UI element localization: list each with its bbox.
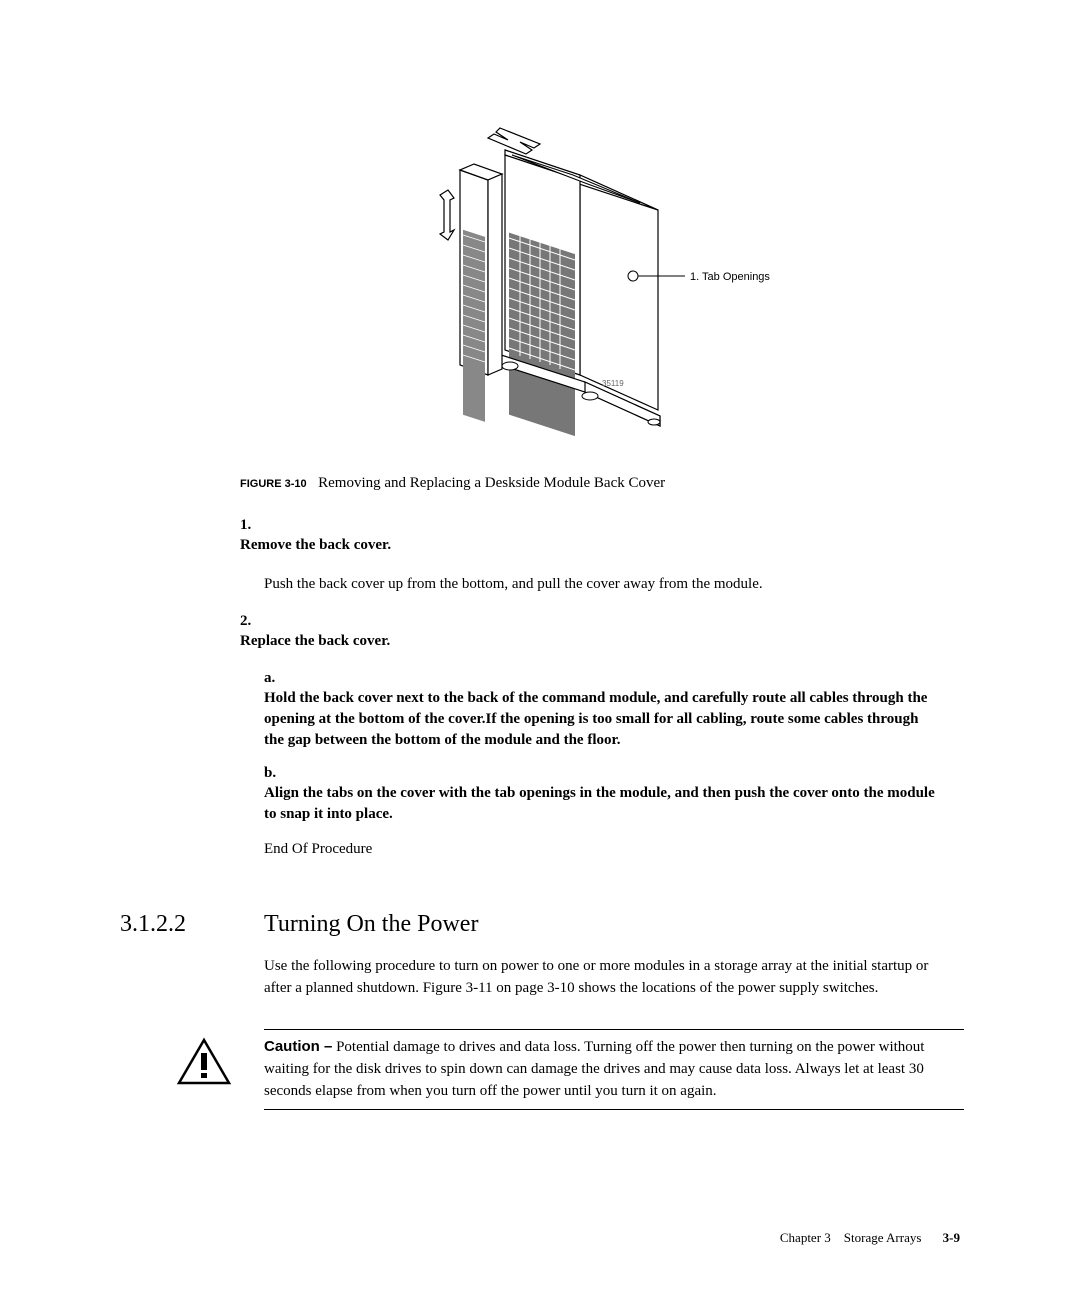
caution-bottom-rule	[264, 1109, 964, 1110]
step-2: 2. Replace the back cover.	[240, 613, 960, 652]
caution-label: Caution –	[264, 1038, 332, 1055]
step-1-title: Remove the back cover.	[240, 535, 940, 556]
section-title: Turning On the Power	[264, 911, 478, 938]
caution-top-rule	[264, 1029, 964, 1030]
callout-number: 1. Tab Openings	[690, 271, 770, 283]
footer-chapter-title: Storage Arrays	[844, 1230, 922, 1245]
sub-step-b-letter: b.	[264, 765, 286, 782]
sub-step-b: b. Align the tabs on the cover with the …	[264, 765, 960, 825]
caution-icon	[176, 1037, 232, 1092]
figure-caption-text: Removing and Replacing a Deskside Module…	[318, 475, 665, 491]
section-heading: 3.1.2.2 Turning On the Power	[120, 911, 960, 938]
deskside-module-svg: 1. Tab Openings 35119	[310, 120, 770, 440]
step-2-title: Replace the back cover.	[240, 631, 940, 652]
footer-chapter-label: Chapter 3	[780, 1230, 831, 1245]
caution-content: Caution – Potential damage to drives and…	[264, 1036, 964, 1102]
section-body: Use the following procedure to turn on p…	[264, 956, 954, 1000]
sub-step-a: a. Hold the back cover next to the back …	[264, 670, 960, 751]
footer-page-number: 3-9	[943, 1230, 960, 1245]
sub-step-list: a. Hold the back cover next to the back …	[264, 670, 960, 825]
sub-step-a-text: Hold the back cover next to the back of …	[264, 688, 940, 751]
step-1-body: Push the back cover up from the bottom, …	[264, 574, 960, 595]
section-number: 3.1.2.2	[120, 911, 264, 938]
figure-caption: FIGURE 3-10 Removing and Replacing a Des…	[240, 475, 960, 492]
figure-label: FIGURE 3-10	[240, 478, 307, 490]
caution-block: Caution – Potential damage to drives and…	[120, 1029, 960, 1109]
step-1-number: 1.	[240, 517, 264, 534]
end-of-procedure: End Of Procedure	[264, 839, 960, 861]
sub-step-b-text: Align the tabs on the cover with the tab…	[264, 783, 940, 825]
sub-step-a-letter: a.	[264, 670, 286, 687]
caution-text: Potential damage to drives and data loss…	[264, 1039, 924, 1099]
page-footer: Chapter 3 Storage Arrays 3-9	[780, 1230, 960, 1246]
figure-image-id: 35119	[602, 379, 624, 388]
step-2-number: 2.	[240, 613, 264, 630]
step-list: 1. Remove the back cover. Push the back …	[240, 517, 960, 825]
figure-image: 1. Tab Openings 35119	[120, 120, 960, 445]
page-root: 1. Tab Openings 35119 FIGURE 3-10 Removi…	[0, 0, 1080, 1296]
step-1: 1. Remove the back cover.	[240, 517, 960, 556]
